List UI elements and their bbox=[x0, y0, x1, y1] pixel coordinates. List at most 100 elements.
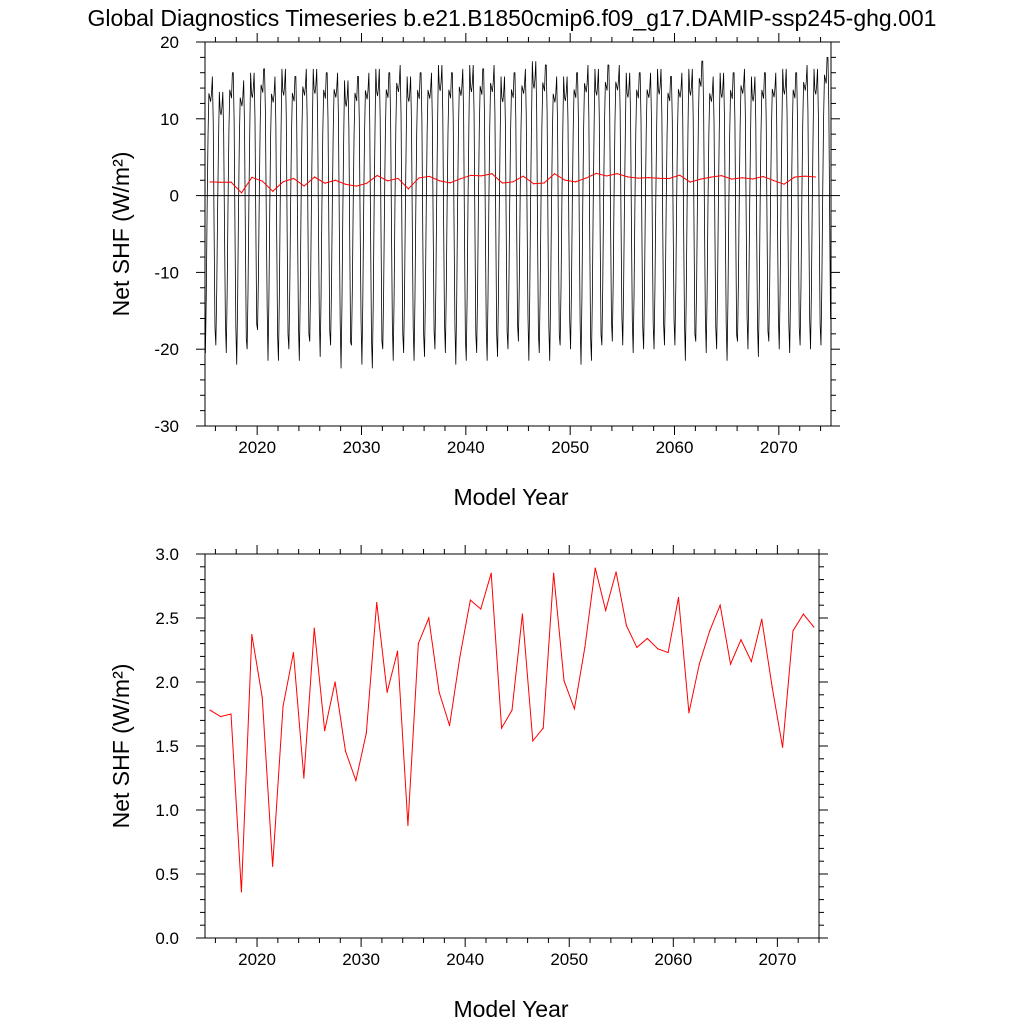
bottom-annual-point bbox=[625, 625, 628, 627]
top-annual-point bbox=[428, 175, 430, 177]
bottom-annual-point bbox=[448, 724, 451, 727]
top-annual-point bbox=[470, 174, 472, 176]
panel-bottom: 2020 2030 2040 2050 2060 2070 0.0 0.5 1.0 1.5 2.0 2… bbox=[108, 545, 828, 1022]
figure-title: Global Diagnostics Timeseries b.e21.B185… bbox=[88, 5, 937, 31]
top-annual-point bbox=[480, 175, 483, 177]
bottom-annual-point bbox=[251, 634, 253, 636]
top-annual-point bbox=[553, 173, 556, 175]
bottom-annual-point bbox=[261, 696, 263, 698]
top-annual-point bbox=[345, 183, 347, 185]
bottom-annual-point bbox=[802, 613, 804, 615]
bottom-annual-point bbox=[209, 709, 211, 711]
top-annual-point bbox=[689, 181, 691, 183]
bottom-annual-point bbox=[272, 865, 274, 867]
top-annual-point bbox=[397, 177, 399, 179]
bottom-x-tick-label: 2060 bbox=[654, 950, 692, 969]
bottom-annual-point bbox=[344, 750, 347, 752]
top-tick-labels: 2020 2030 2040 2050 2060 2070 -30 -20 -10 0 10 20 bbox=[154, 33, 797, 457]
bottom-annual-point bbox=[729, 663, 732, 665]
top-ticks bbox=[196, 33, 840, 435]
top-annual-point bbox=[220, 181, 222, 183]
top-annual-point bbox=[585, 177, 587, 179]
top-x-tick-label: 2040 bbox=[447, 438, 485, 457]
top-annual-point bbox=[418, 177, 420, 179]
top-y-axis-title: Net SHF (W/m²) bbox=[108, 152, 134, 317]
top-annual-point bbox=[626, 176, 629, 178]
top-annual-point bbox=[449, 182, 451, 184]
top-annual-point bbox=[773, 179, 775, 182]
top-annual-point bbox=[616, 173, 618, 175]
top-x-tick-label: 2050 bbox=[551, 438, 589, 457]
bottom-y-axis-title: Net SHF (W/m²) bbox=[108, 664, 134, 829]
bottom-annual-point bbox=[667, 651, 669, 654]
bottom-annual-point bbox=[417, 643, 419, 645]
top-annual-point bbox=[313, 176, 316, 178]
top-annual-point bbox=[251, 176, 253, 178]
bottom-annual-point bbox=[407, 824, 409, 826]
bottom-annual-point bbox=[240, 891, 243, 893]
bottom-annual-point bbox=[303, 777, 305, 779]
bottom-annual-point bbox=[584, 646, 586, 649]
top-monthly-line bbox=[205, 56, 831, 369]
bottom-annual-point bbox=[355, 779, 357, 782]
bottom-annual-point bbox=[365, 732, 367, 734]
top-annual-point bbox=[606, 175, 608, 177]
top-annual-point bbox=[647, 177, 650, 179]
bottom-annual-point bbox=[792, 630, 794, 632]
bottom-annual-point bbox=[636, 646, 638, 649]
top-y-tick-label: -30 bbox=[154, 417, 179, 436]
top-annual-point bbox=[272, 190, 274, 192]
bottom-x-tick-label: 2050 bbox=[550, 950, 588, 969]
top-annual-point bbox=[386, 180, 389, 182]
bottom-annual-point bbox=[521, 613, 524, 615]
bottom-annual-point bbox=[490, 572, 492, 574]
bottom-y-tick-label: 1.5 bbox=[155, 737, 179, 756]
top-annual-point bbox=[407, 188, 410, 190]
bottom-annual-point bbox=[563, 680, 565, 682]
top-annual-point bbox=[355, 185, 357, 187]
bottom-y-tick-label: 2.0 bbox=[155, 673, 179, 692]
bottom-annual-point bbox=[771, 686, 773, 688]
top-annual-point bbox=[720, 175, 723, 177]
top-annual-point bbox=[543, 182, 545, 184]
top-annual-point bbox=[564, 179, 566, 181]
bottom-annual-point bbox=[688, 712, 690, 714]
bottom-annual-point bbox=[750, 660, 752, 663]
top-annual-point bbox=[814, 176, 816, 178]
bottom-annual-point bbox=[594, 567, 596, 569]
bottom-annual-point bbox=[469, 599, 471, 601]
bottom-annual-point bbox=[813, 626, 815, 628]
top-annual-point bbox=[439, 180, 441, 182]
bottom-y-tick-label: 1.0 bbox=[155, 801, 179, 820]
bottom-annual-point bbox=[698, 663, 700, 665]
bottom-annual-point bbox=[573, 708, 576, 710]
bottom-annual-point bbox=[511, 709, 513, 711]
top-annual-point bbox=[699, 178, 702, 180]
top-annual-point bbox=[762, 175, 764, 178]
bottom-annual-point bbox=[282, 705, 284, 707]
bottom-annual-point bbox=[428, 617, 430, 619]
bottom-tick-labels: 2020 2030 2040 2050 2060 2070 0.0 0.5 1.0 1.5 2.0 2… bbox=[155, 545, 796, 969]
top-annual-point bbox=[595, 172, 597, 174]
top-y-tick-label: -10 bbox=[154, 263, 179, 282]
bottom-x-tick-label: 2020 bbox=[238, 950, 276, 969]
bottom-annual-point bbox=[480, 608, 482, 610]
bottom-annual-point bbox=[438, 691, 440, 693]
bottom-x-tick-label: 2070 bbox=[758, 950, 796, 969]
top-y-tick-label: 20 bbox=[160, 33, 179, 52]
bottom-annual-point bbox=[220, 715, 222, 718]
top-plot-frame bbox=[204, 41, 832, 427]
top-x-axis-title: Model Year bbox=[453, 484, 568, 510]
top-annual-point bbox=[460, 178, 462, 180]
bottom-annual-point bbox=[386, 691, 388, 693]
top-annual-point bbox=[501, 182, 503, 184]
bottom-annual-point bbox=[324, 730, 326, 732]
top-annual-point bbox=[710, 176, 712, 178]
bottom-y-tick-label: 0.0 bbox=[155, 929, 179, 948]
bottom-annual-point bbox=[313, 627, 315, 629]
bottom-annual-point bbox=[677, 596, 680, 599]
top-annual-point bbox=[240, 192, 243, 194]
top-annual-point bbox=[679, 174, 681, 176]
bottom-annual-point bbox=[459, 655, 461, 658]
top-annual-point bbox=[533, 183, 535, 185]
